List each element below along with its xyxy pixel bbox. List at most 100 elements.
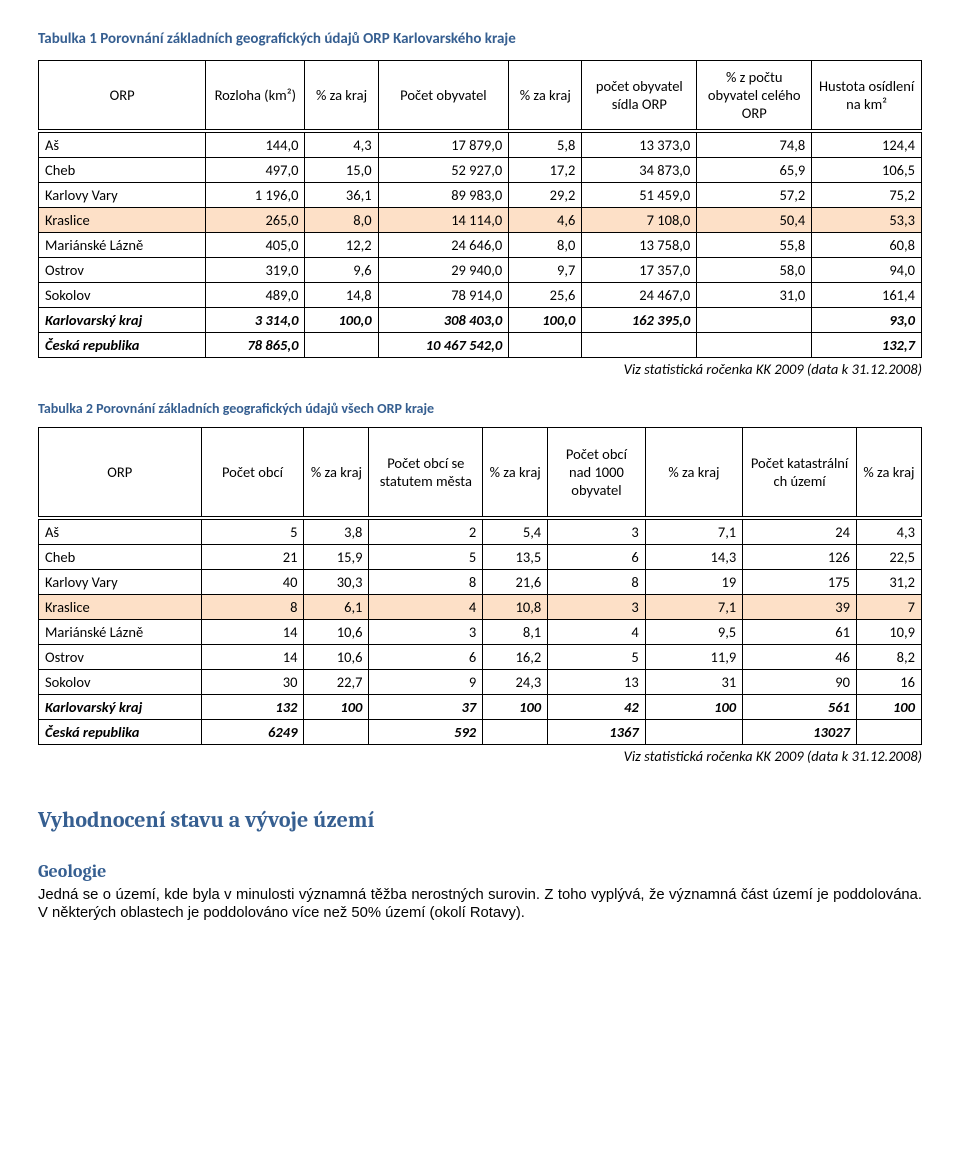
cell: 7 108,0: [582, 208, 697, 233]
cell: 161,4: [812, 283, 922, 308]
cell: 100: [645, 695, 743, 720]
cell: 39: [743, 595, 857, 620]
cell: 10,8: [483, 595, 548, 620]
table-row: Česká republika78 865,010 467 542,0132,7: [39, 333, 922, 358]
cell: 11,9: [645, 645, 743, 670]
row-name: Česká republika: [39, 720, 202, 745]
row-name: Česká republika: [39, 333, 206, 358]
row-name: Karlovy Vary: [39, 183, 206, 208]
cell: 60,8: [812, 233, 922, 258]
cell: 5: [201, 518, 304, 545]
table-row: Cheb497,015,052 927,017,234 873,065,9106…: [39, 158, 922, 183]
cell: 51 459,0: [582, 183, 697, 208]
cell: 24: [743, 518, 857, 545]
table-row: Ostrov319,09,629 940,09,717 357,058,094,…: [39, 258, 922, 283]
body-paragraph: Jedná se o území, kde byla v minulosti v…: [38, 886, 922, 923]
cell: 22,5: [856, 545, 921, 570]
cell: 74,8: [697, 131, 812, 158]
cell: 7,1: [645, 518, 743, 545]
cell: 489,0: [206, 283, 305, 308]
cell: 14: [201, 645, 304, 670]
column-header: % za kraj: [304, 428, 369, 519]
table1: ORPRozloha (km²)% za krajPočet obyvatel%…: [38, 60, 922, 358]
cell: 37: [369, 695, 483, 720]
table-row: Aš144,04,317 879,05,813 373,074,8124,4: [39, 131, 922, 158]
cell: 29 940,0: [378, 258, 509, 283]
cell: 6: [548, 545, 646, 570]
cell: 132,7: [812, 333, 922, 358]
column-header: % za kraj: [305, 61, 378, 132]
cell: 265,0: [206, 208, 305, 233]
cell: 57,2: [697, 183, 812, 208]
cell: 319,0: [206, 258, 305, 283]
cell: 4: [548, 620, 646, 645]
cell: 100: [304, 695, 369, 720]
table1-source: Viz statistická ročenka KK 2009 (data k …: [38, 360, 922, 378]
cell: 561: [743, 695, 857, 720]
cell: 8,1: [483, 620, 548, 645]
cell: 19: [645, 570, 743, 595]
cell: 162 395,0: [582, 308, 697, 333]
row-name: Cheb: [39, 158, 206, 183]
cell: 78 914,0: [378, 283, 509, 308]
row-name: Sokolov: [39, 283, 206, 308]
column-header: ORP: [39, 428, 202, 519]
row-name: Cheb: [39, 545, 202, 570]
table-row: Karlovy Vary1 196,036,189 983,029,251 45…: [39, 183, 922, 208]
cell: 308 403,0: [378, 308, 509, 333]
column-header: Počet obcí: [201, 428, 304, 519]
cell: 24,3: [483, 670, 548, 695]
table-row: Karlovarský kraj3 314,0100,0308 403,0100…: [39, 308, 922, 333]
cell: 50,4: [697, 208, 812, 233]
cell: 6249: [201, 720, 304, 745]
row-name: Karlovarský kraj: [39, 308, 206, 333]
cell: 22,7: [304, 670, 369, 695]
cell: 100,0: [305, 308, 378, 333]
cell: 15,0: [305, 158, 378, 183]
cell: 17,2: [509, 158, 582, 183]
column-header: Počet obyvatel: [378, 61, 509, 132]
cell: 8: [201, 595, 304, 620]
cell: 3 314,0: [206, 308, 305, 333]
cell: [582, 333, 697, 358]
cell: 25,6: [509, 283, 582, 308]
cell: [483, 720, 548, 745]
cell: 13,5: [483, 545, 548, 570]
table1-title: Tabulka 1 Porovnání základních geografic…: [38, 30, 922, 48]
row-name: Ostrov: [39, 258, 206, 283]
cell: 34 873,0: [582, 158, 697, 183]
cell: 8: [369, 570, 483, 595]
table-row: Kraslice265,08,014 114,04,67 108,050,453…: [39, 208, 922, 233]
column-header: ORP: [39, 61, 206, 132]
cell: 9,7: [509, 258, 582, 283]
cell: 17 879,0: [378, 131, 509, 158]
cell: 13 373,0: [582, 131, 697, 158]
cell: 8,2: [856, 645, 921, 670]
cell: 106,5: [812, 158, 922, 183]
cell: 65,9: [697, 158, 812, 183]
column-header: Počet katastrální ch území: [743, 428, 857, 519]
cell: 52 927,0: [378, 158, 509, 183]
table-row: Ostrov1410,6616,2511,9468,2: [39, 645, 922, 670]
cell: 30,3: [304, 570, 369, 595]
cell: 58,0: [697, 258, 812, 283]
column-header: Hustota osídlení na km²: [812, 61, 922, 132]
table-row: Karlovarský kraj1321003710042100561100: [39, 695, 922, 720]
cell: 90: [743, 670, 857, 695]
cell: 12,2: [305, 233, 378, 258]
cell: 8,0: [509, 233, 582, 258]
cell: 40: [201, 570, 304, 595]
cell: 144,0: [206, 131, 305, 158]
cell: 30: [201, 670, 304, 695]
cell: 100: [856, 695, 921, 720]
cell: 36,1: [305, 183, 378, 208]
row-name: Karlovarský kraj: [39, 695, 202, 720]
cell: 6,1: [304, 595, 369, 620]
cell: 126: [743, 545, 857, 570]
cell: 9,5: [645, 620, 743, 645]
cell: [856, 720, 921, 745]
cell: [305, 333, 378, 358]
cell: 15,9: [304, 545, 369, 570]
cell: 17 357,0: [582, 258, 697, 283]
cell: 5: [548, 645, 646, 670]
